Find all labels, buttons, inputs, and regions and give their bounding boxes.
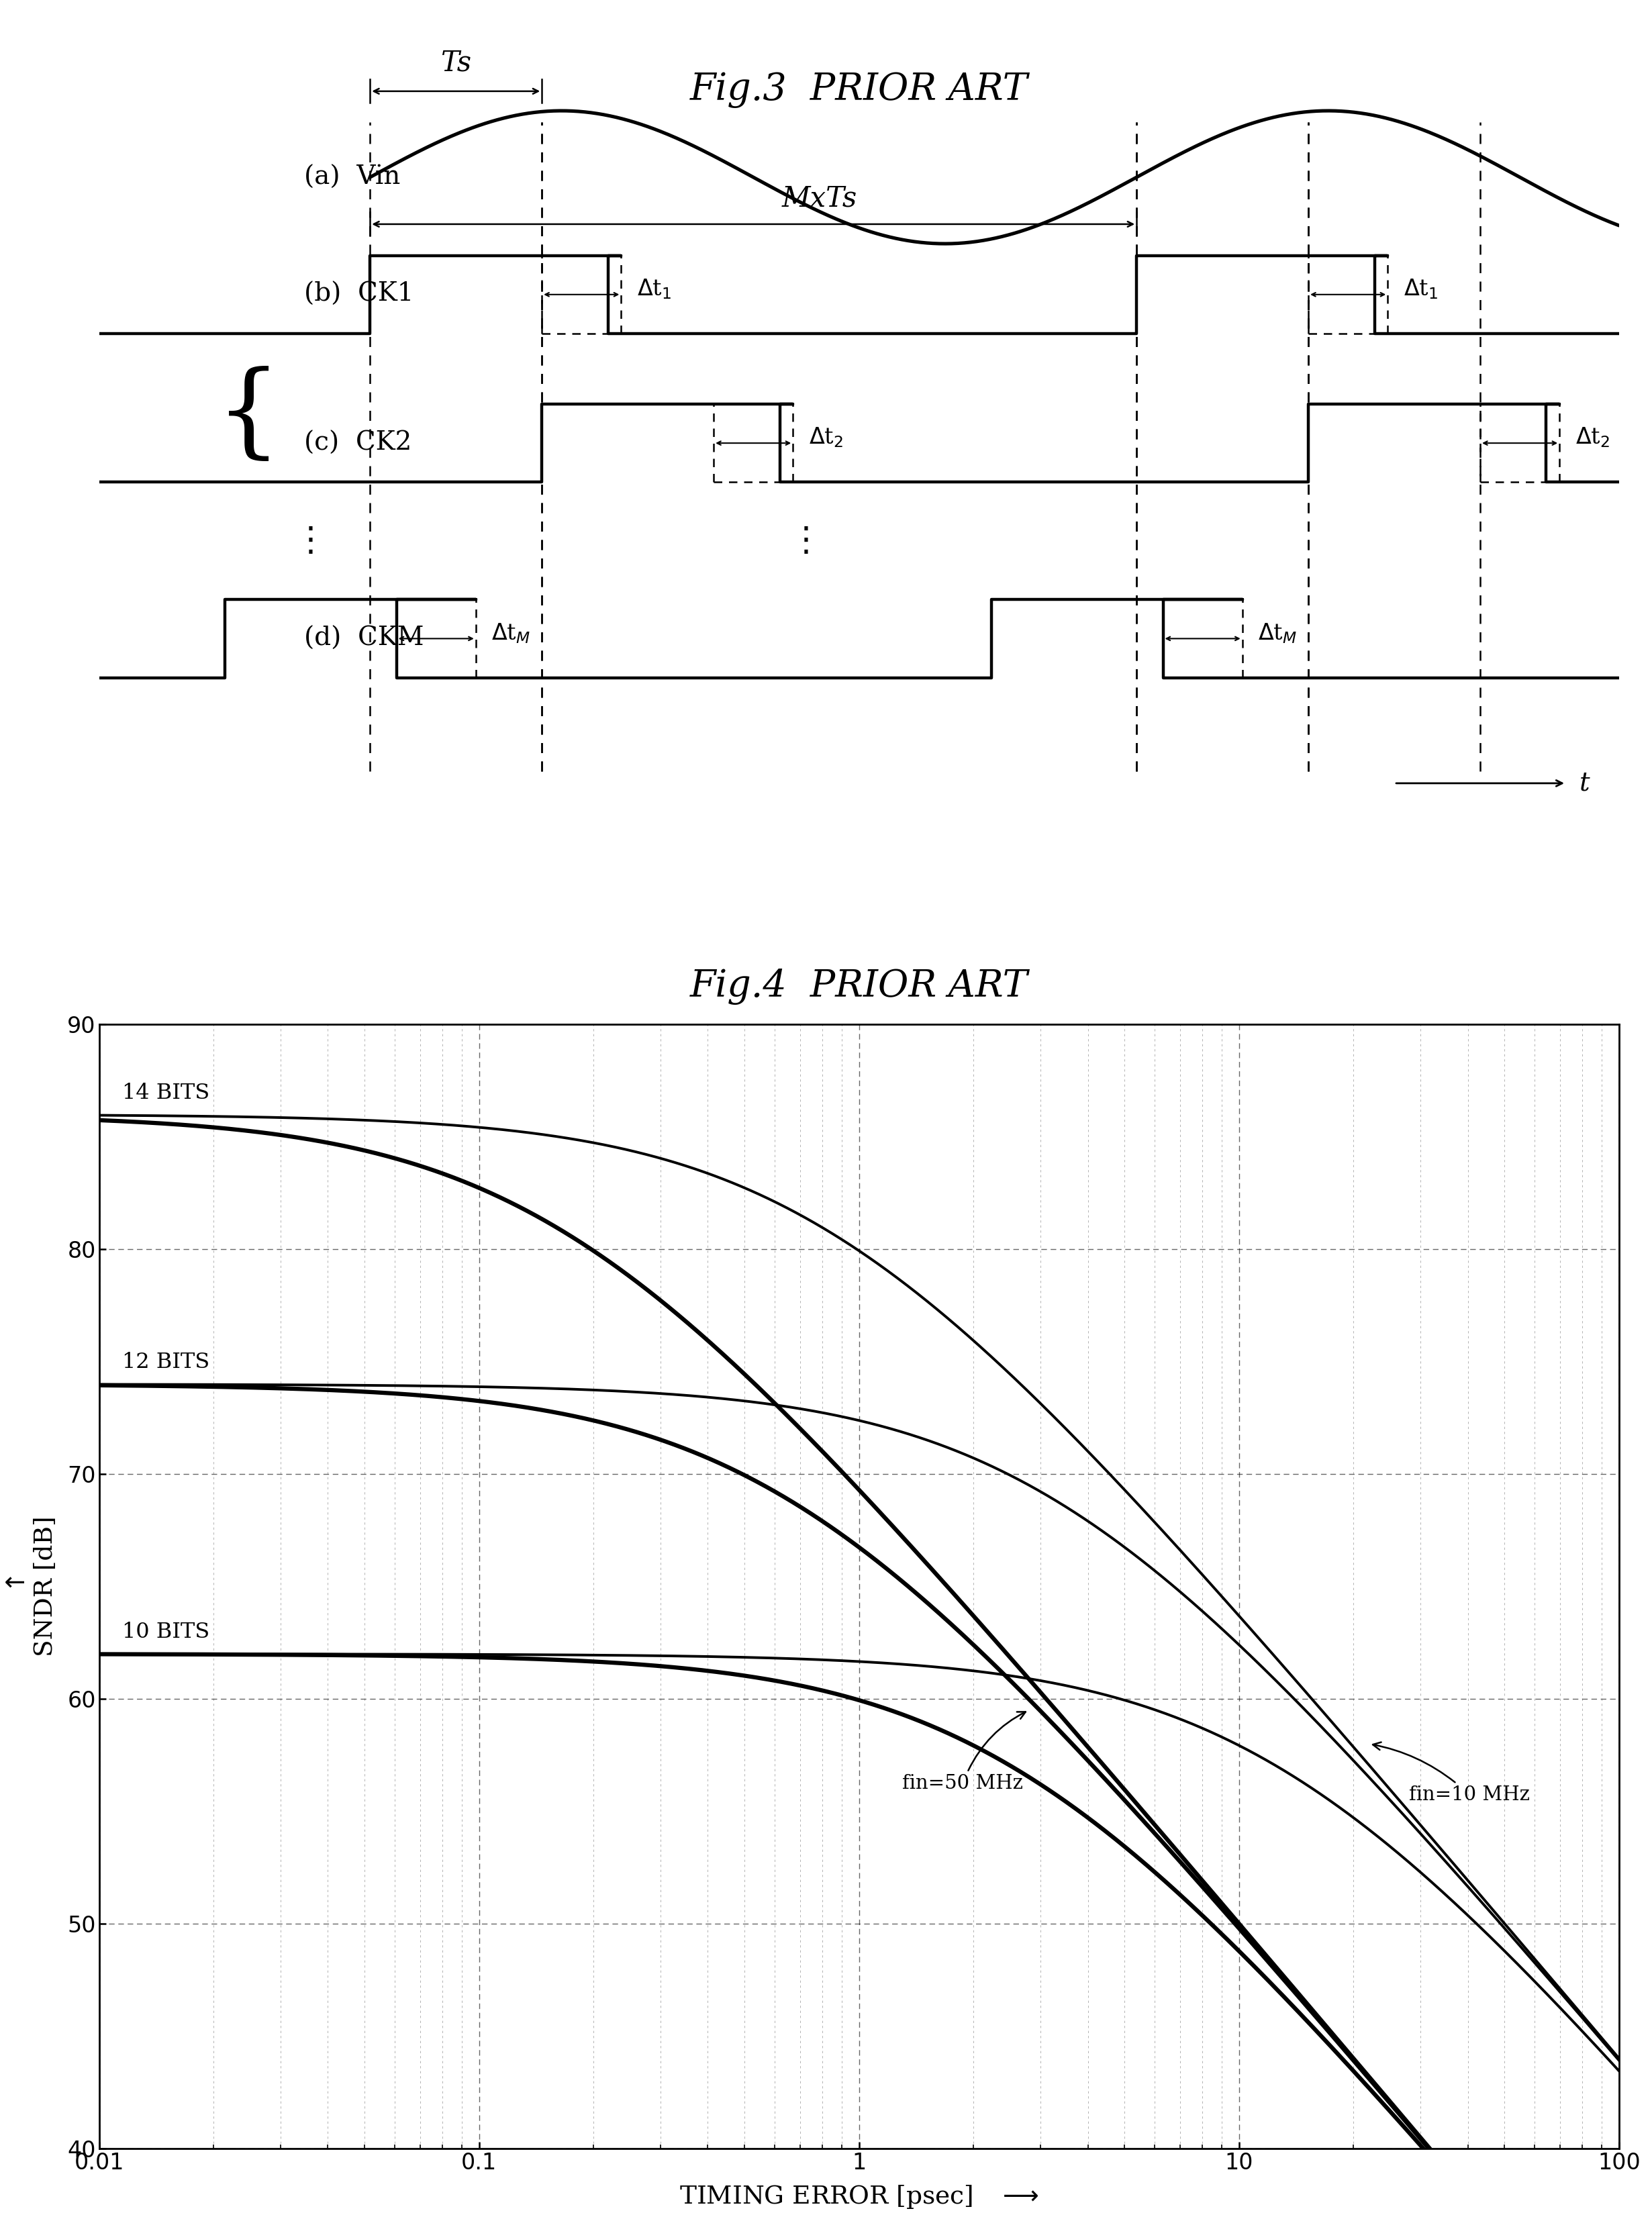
Text: $\Delta$t$_1$: $\Delta$t$_1$ bbox=[638, 277, 671, 301]
Title: Fig.4  PRIOR ART: Fig.4 PRIOR ART bbox=[691, 968, 1028, 1006]
Text: fin=10 MHz: fin=10 MHz bbox=[1373, 1743, 1530, 1803]
Text: fin=50 MHz: fin=50 MHz bbox=[902, 1712, 1026, 1792]
Text: Ts: Ts bbox=[441, 49, 471, 78]
Y-axis label: $\uparrow$
SNDR [dB]: $\uparrow$ SNDR [dB] bbox=[7, 1515, 58, 1657]
Text: (a)  Vin: (a) Vin bbox=[304, 164, 400, 190]
Text: 14 BITS: 14 BITS bbox=[122, 1083, 210, 1103]
Text: $\Delta$t$_2$: $\Delta$t$_2$ bbox=[809, 425, 843, 450]
Text: Fig.3  PRIOR ART: Fig.3 PRIOR ART bbox=[691, 71, 1028, 109]
Text: t: t bbox=[1579, 771, 1589, 795]
Text: (d)  CKM: (d) CKM bbox=[304, 627, 425, 651]
Text: $\Delta$t$_M$: $\Delta$t$_M$ bbox=[492, 622, 530, 645]
Text: ⋮: ⋮ bbox=[790, 525, 823, 556]
X-axis label: TIMING ERROR [psec]   $\longrightarrow$: TIMING ERROR [psec] $\longrightarrow$ bbox=[679, 2184, 1039, 2211]
Text: 10 BITS: 10 BITS bbox=[122, 1621, 210, 1644]
Text: $\Delta$t$_2$: $\Delta$t$_2$ bbox=[1576, 425, 1609, 450]
Text: 12 BITS: 12 BITS bbox=[122, 1351, 210, 1373]
Text: (b)  CK1: (b) CK1 bbox=[304, 281, 413, 308]
Text: (c)  CK2: (c) CK2 bbox=[304, 430, 411, 456]
Text: {: { bbox=[216, 365, 281, 465]
Text: $\Delta$t$_M$: $\Delta$t$_M$ bbox=[1259, 622, 1297, 645]
Text: MxTs: MxTs bbox=[781, 184, 857, 213]
Text: $\Delta$t$_1$: $\Delta$t$_1$ bbox=[1404, 277, 1437, 301]
Text: ⋮: ⋮ bbox=[294, 525, 327, 556]
